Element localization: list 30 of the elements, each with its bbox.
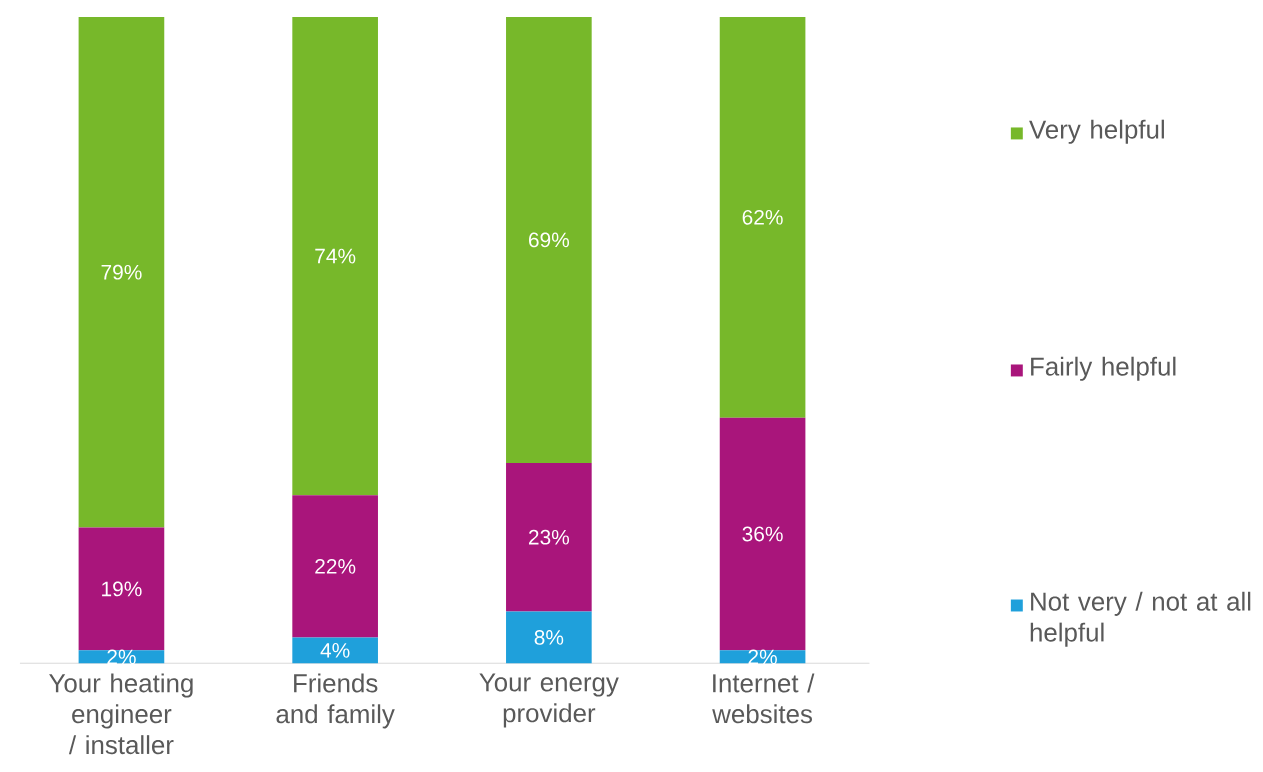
data-label: 2% xyxy=(107,649,136,665)
data-label: 2% xyxy=(748,649,777,665)
bar xyxy=(506,462,592,612)
bar xyxy=(78,527,165,651)
data-label: 79% xyxy=(101,264,142,280)
bar xyxy=(292,17,378,496)
bar xyxy=(719,17,806,418)
data-label: 36% xyxy=(742,526,783,542)
data-label: 69% xyxy=(528,232,570,248)
x-tick-label: Your energy provider xyxy=(479,673,619,728)
data-label: 74% xyxy=(315,248,356,264)
bar xyxy=(719,650,806,664)
x-tick-label: Internet / websites xyxy=(712,673,815,724)
data-label: 23% xyxy=(528,529,570,545)
legend-label: Fairly helpful xyxy=(1031,356,1176,381)
data-label: 8% xyxy=(534,630,564,645)
x-tick-label: Friends and family xyxy=(276,673,395,729)
bar xyxy=(292,495,378,638)
data-label: 19% xyxy=(102,581,142,597)
bar xyxy=(292,637,378,664)
bar xyxy=(78,17,165,528)
bar xyxy=(506,17,592,463)
legend-label: Very helpful xyxy=(1029,119,1164,144)
data-label: 4% xyxy=(320,643,350,658)
data-label: 22% xyxy=(315,559,356,574)
bar xyxy=(506,611,592,664)
x-tick-label: Your heating engineer / installer xyxy=(49,673,193,755)
bar xyxy=(719,417,806,651)
data-label: 62% xyxy=(742,209,783,225)
legend-label: Not very / not at all helpful xyxy=(1030,591,1251,647)
